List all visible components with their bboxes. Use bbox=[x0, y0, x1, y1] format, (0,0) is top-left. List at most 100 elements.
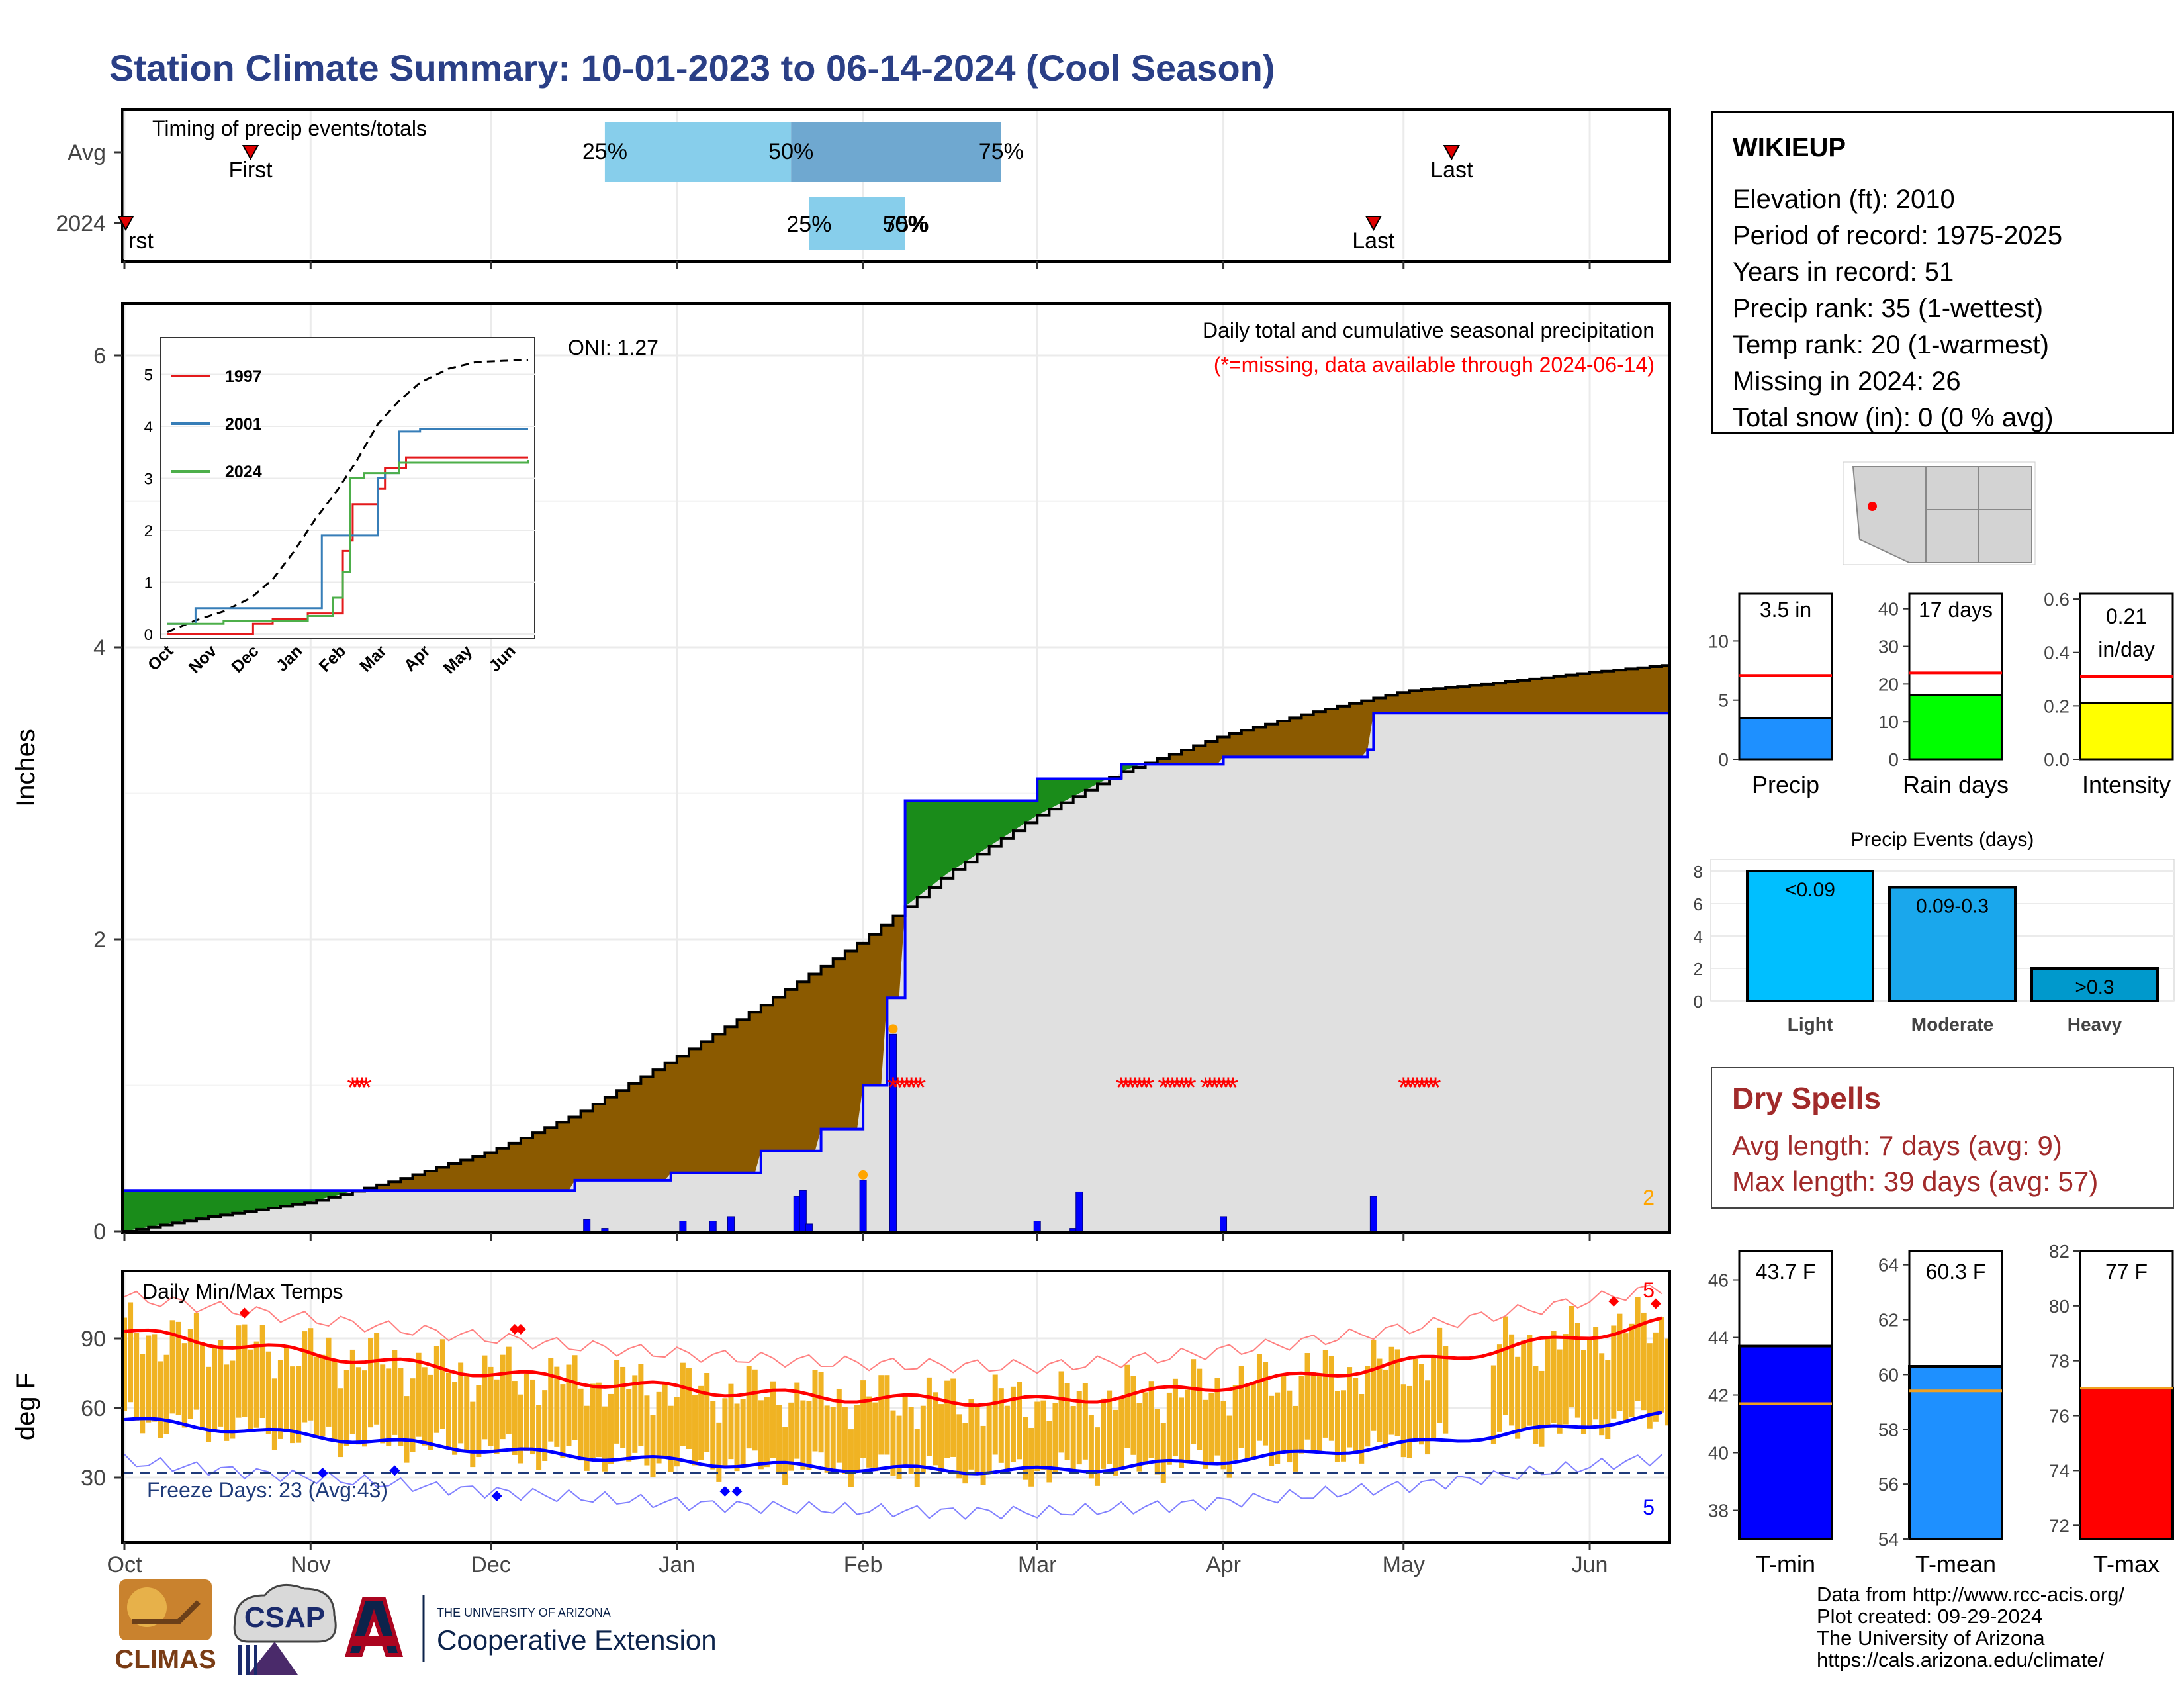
daily-temp-bar bbox=[956, 1414, 962, 1479]
avg-q25-label: 25% bbox=[582, 139, 627, 164]
daily-temp-bar bbox=[1659, 1317, 1664, 1413]
missing-marker: * bbox=[1134, 1072, 1145, 1104]
daily-temp-bar bbox=[175, 1321, 181, 1415]
mini-bar-chart: 0.0 0.2 0.4 0.6 0.21 in/day Intensity bbox=[2044, 589, 2174, 798]
event-range-label: >0.3 bbox=[2075, 976, 2114, 998]
daily-temp-bar bbox=[716, 1422, 722, 1482]
inset-legend-label: 2001 bbox=[225, 415, 262, 434]
missing-marker: * bbox=[1218, 1072, 1229, 1104]
freeze-days-label: Freeze Days: 23 (Avg:43) bbox=[147, 1478, 388, 1502]
events-y-label: 4 bbox=[1694, 927, 1703, 947]
daily-temp-bar bbox=[248, 1349, 253, 1432]
daily-temp-bar bbox=[296, 1366, 302, 1443]
daily-temp-bar bbox=[1298, 1376, 1304, 1454]
daily-temp-bar bbox=[890, 1410, 896, 1476]
csap-text: CSAP bbox=[244, 1601, 325, 1634]
daily-temp-bar bbox=[998, 1388, 1004, 1463]
inset-legend-label: 2024 bbox=[225, 463, 262, 481]
daily-temp-bar bbox=[506, 1346, 512, 1435]
daily-temp-bar bbox=[584, 1405, 590, 1471]
climas-logo: CLIMAS bbox=[114, 1579, 216, 1674]
avg-q50-label: 50% bbox=[768, 139, 813, 164]
daily-temp-bar bbox=[416, 1352, 422, 1437]
daily-temp-bar bbox=[1052, 1403, 1058, 1472]
daily-temp-bar bbox=[1521, 1340, 1527, 1429]
temp-bar-tick-label: 74 bbox=[2049, 1460, 2070, 1481]
daily-temp-bar bbox=[380, 1364, 386, 1444]
daily-temp-bar bbox=[908, 1407, 914, 1474]
daily-temp-bar bbox=[1425, 1380, 1431, 1455]
daily-temp-bar bbox=[152, 1334, 158, 1422]
y-tick-label: 60 bbox=[81, 1396, 106, 1421]
daily-temp-bar bbox=[638, 1364, 644, 1446]
daily-temp-bar bbox=[1496, 1344, 1502, 1432]
daily-temp-bar bbox=[1197, 1368, 1203, 1450]
missing-marker: * bbox=[1412, 1072, 1423, 1104]
temp-title: Daily Min/Max Temps bbox=[142, 1280, 343, 1303]
daily-temp-bar bbox=[512, 1381, 518, 1455]
daily-temp-bar bbox=[1527, 1335, 1533, 1426]
events-title: Precip Events (days) bbox=[1851, 829, 2034, 851]
daily-temp-bar bbox=[578, 1388, 584, 1461]
daily-temp-bar bbox=[212, 1348, 218, 1431]
daily-temp-bar bbox=[650, 1415, 656, 1477]
dry-spells-avg: Avg length: 7 days (avg: 9) bbox=[1732, 1130, 2062, 1161]
daily-temp-bar bbox=[271, 1378, 277, 1450]
mini-bar-value-label: 0.21 bbox=[2106, 604, 2147, 628]
daily-temp-bar bbox=[338, 1388, 343, 1458]
daily-temp-bar bbox=[1635, 1297, 1641, 1401]
daily-temp-bar bbox=[1166, 1392, 1172, 1465]
daily-temp-bar bbox=[590, 1383, 596, 1458]
daily-temp-bar bbox=[253, 1341, 259, 1428]
event-bar bbox=[1888, 886, 2017, 1002]
temp-bar-tick-label: 42 bbox=[1708, 1385, 1729, 1406]
daily-temp-bar bbox=[1179, 1397, 1185, 1468]
daily-temp-bar bbox=[1004, 1405, 1010, 1474]
temp-bar-value-label: 43.7 F bbox=[1756, 1260, 1816, 1284]
y-tick-label: 4 bbox=[93, 635, 106, 661]
y2024-q50-label: 50% bbox=[883, 212, 928, 237]
missing-marker: * bbox=[906, 1072, 917, 1104]
missing-marker: * bbox=[361, 1072, 372, 1104]
daily-temp-bar bbox=[1070, 1406, 1076, 1474]
daily-temp-bar bbox=[452, 1382, 458, 1455]
precip-panel: **** ******* ******* ******* ******* ********… bbox=[11, 302, 1671, 1244]
daily-temp-bar bbox=[614, 1360, 620, 1444]
daily-temp-bar bbox=[1142, 1392, 1148, 1465]
daily-temp-bar bbox=[824, 1405, 830, 1473]
daily-temp-bar bbox=[1551, 1331, 1557, 1423]
temp-bar-value bbox=[1738, 1344, 1833, 1541]
temp-bar-tick-label: 58 bbox=[1878, 1419, 1899, 1440]
mini-bar-value bbox=[2079, 702, 2174, 761]
missing-marker: * bbox=[1143, 1072, 1154, 1104]
daily-temp-bar bbox=[926, 1377, 932, 1456]
daily-temp-bar bbox=[122, 1317, 127, 1411]
daily-temp-bar bbox=[920, 1405, 926, 1474]
timing-row-label: 2024 bbox=[56, 211, 106, 236]
missing-marker: * bbox=[1205, 1072, 1216, 1104]
daily-temp-bar bbox=[764, 1397, 770, 1468]
missing-marker: * bbox=[1200, 1072, 1211, 1104]
event-bar bbox=[1746, 870, 1874, 1002]
daily-temp-bar bbox=[1641, 1312, 1647, 1411]
y-axis-label: Inches bbox=[11, 729, 40, 807]
station-years: Years in record: 51 bbox=[1733, 258, 1954, 287]
daily-temp-bar bbox=[1094, 1427, 1100, 1486]
daily-temp-bar bbox=[1490, 1365, 1496, 1444]
daily-temp-bar bbox=[794, 1382, 800, 1459]
daily-temp-bar bbox=[1208, 1393, 1214, 1465]
daily-temp-bar bbox=[1388, 1346, 1394, 1435]
timing-panel: Timing of precip events/totals Avg 2024 25%… bbox=[56, 108, 1671, 269]
temp-bar-tick-label: 80 bbox=[2049, 1296, 2070, 1317]
current-cumulative-line bbox=[124, 712, 1668, 1192]
daily-temp-bar bbox=[1154, 1409, 1160, 1475]
y-tick-label: 0 bbox=[93, 1219, 106, 1244]
daily-temp-bar bbox=[704, 1373, 710, 1452]
daily-temp-bar bbox=[199, 1342, 205, 1428]
station-period: Period of record: 1975-2025 bbox=[1733, 221, 2063, 250]
ua-small-text: THE UNIVERSITY OF ARIZONA bbox=[437, 1606, 611, 1619]
record-low-count: 5 bbox=[1643, 1495, 1655, 1519]
daily-temp-bar bbox=[1046, 1421, 1052, 1483]
daily-temp-bar bbox=[1593, 1327, 1599, 1420]
daily-temp-bar bbox=[902, 1395, 908, 1467]
